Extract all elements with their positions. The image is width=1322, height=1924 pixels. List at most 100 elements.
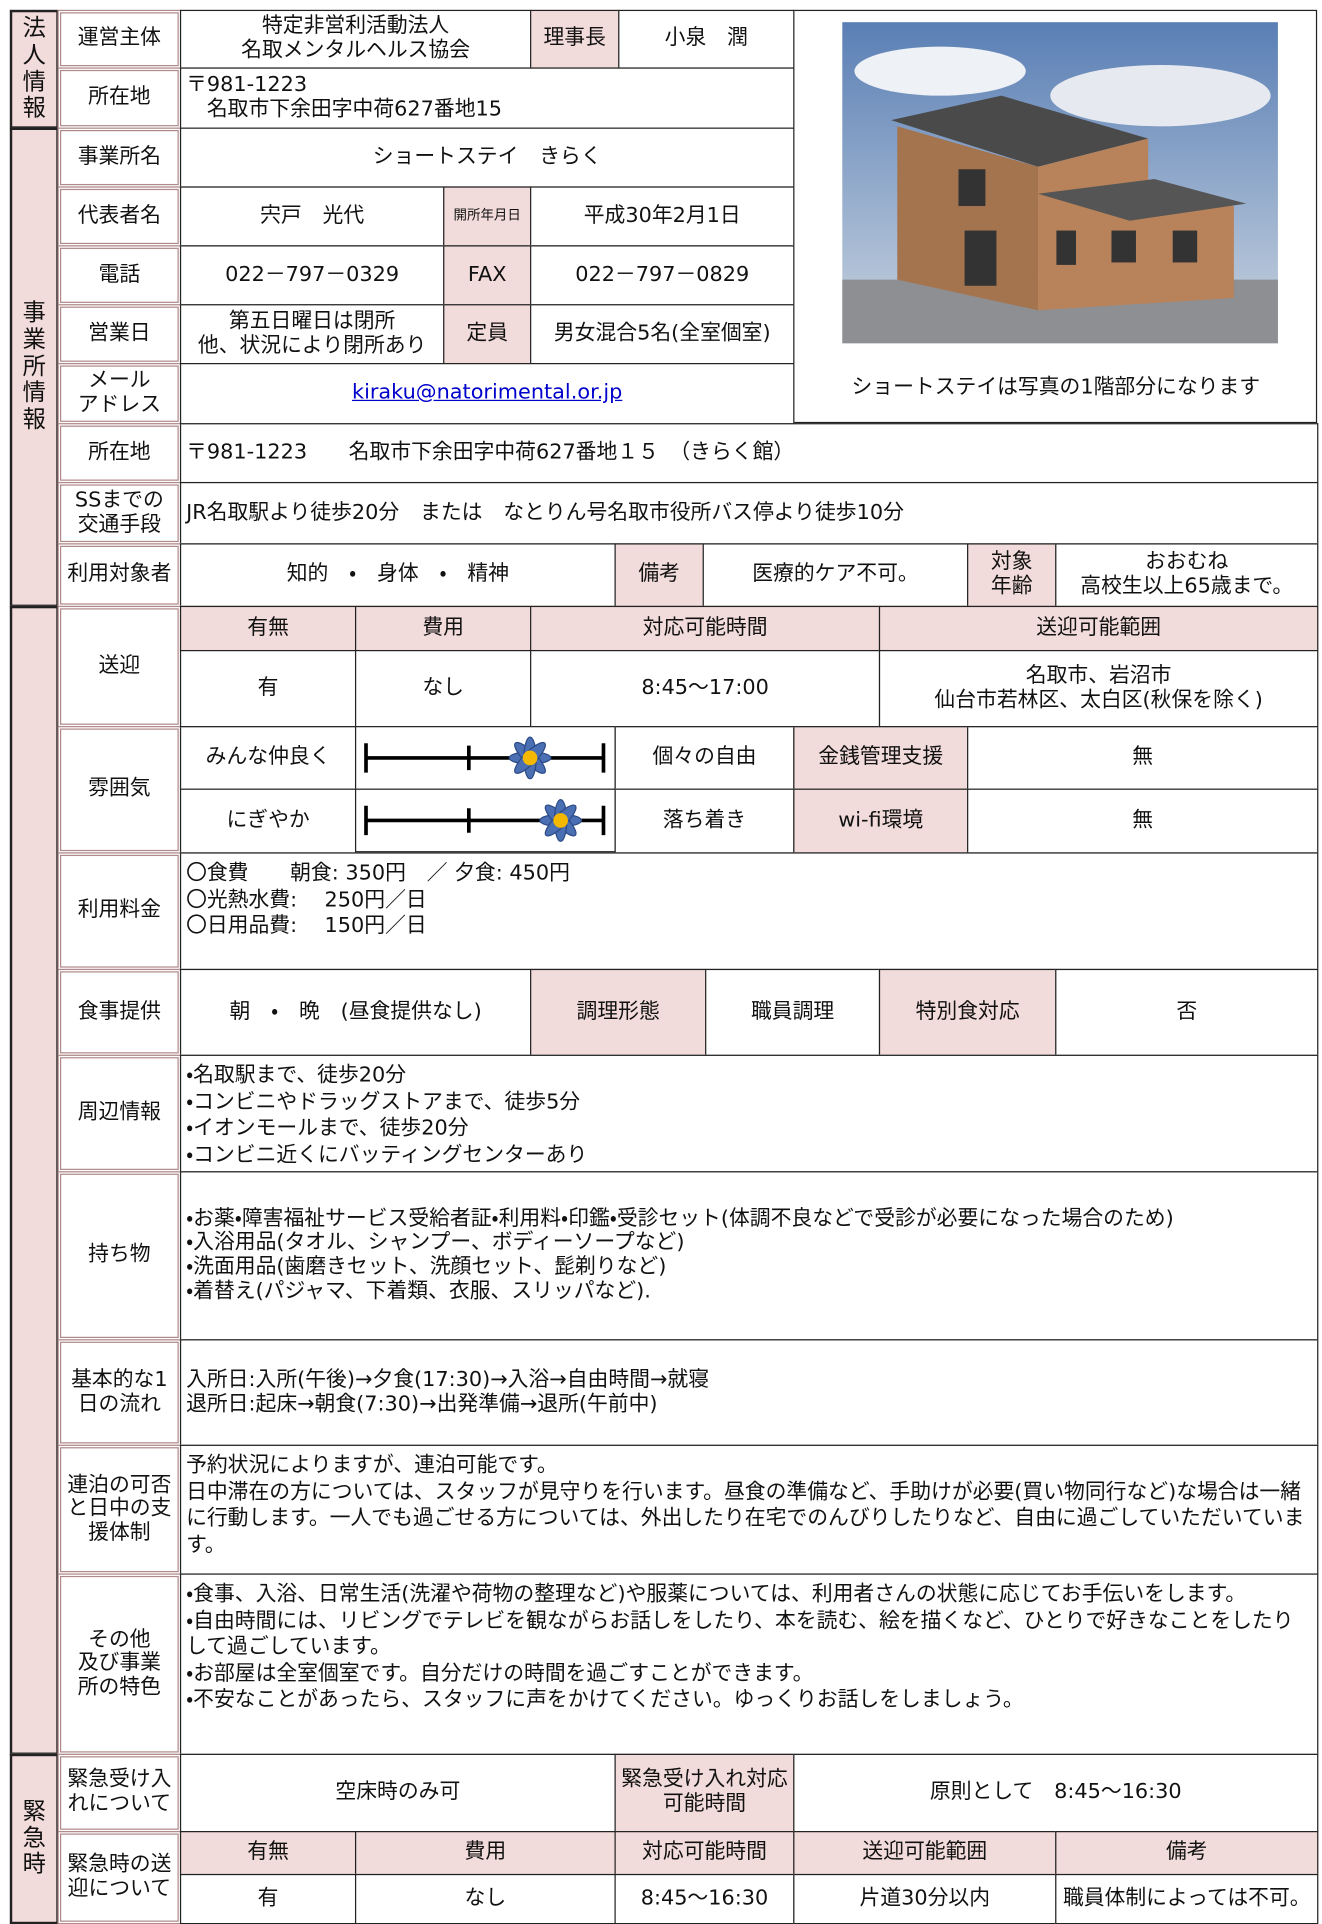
value: おおむね 高校生以上65歳まで。 xyxy=(1055,543,1319,608)
section-label: 緊急時 xyxy=(9,1753,59,1924)
window xyxy=(1056,230,1076,265)
label: 所在地 xyxy=(57,67,182,129)
value: 8:45～17:00 xyxy=(530,649,881,728)
flower-center xyxy=(522,750,538,766)
value: 職員調理 xyxy=(705,968,881,1056)
value: みんな仲良く xyxy=(179,726,357,790)
label: メール アドレス xyxy=(57,363,182,425)
section-label: 法人情報 xyxy=(9,9,59,129)
value: 原則として 8:45～16:30 xyxy=(793,1753,1319,1833)
cloud xyxy=(1050,64,1271,127)
value: なし xyxy=(354,649,532,728)
photo-caption: ショートステイは写真の1階部分になります xyxy=(851,375,1261,401)
value: 有 xyxy=(179,649,357,728)
value: 第五日曜日は閉所 他、状況により閉所あり xyxy=(179,304,445,365)
label: 緊急受け入れについて xyxy=(57,1753,182,1833)
scale xyxy=(364,736,606,780)
label: 金銭管理支援 xyxy=(793,726,969,790)
scale xyxy=(364,798,606,842)
cloud xyxy=(854,46,1026,96)
value: ショートステイ きらく xyxy=(179,127,795,188)
column-header: 費用 xyxy=(354,605,532,652)
label: 運営主体 xyxy=(57,9,182,69)
label: wi-fi環境 xyxy=(793,788,969,854)
window xyxy=(964,230,997,286)
label: 特別食対応 xyxy=(878,968,1057,1056)
roof xyxy=(1038,179,1247,221)
label: FAX xyxy=(443,245,532,306)
label: 連泊の可否と日中の支援体制 xyxy=(57,1444,182,1575)
value: 〒981-1223 名取市下余田字中荷627番地15 xyxy=(179,67,795,129)
label: 雰囲気 xyxy=(57,726,182,854)
label: 基本的な1日の流れ xyxy=(57,1339,182,1446)
photo xyxy=(842,22,1278,344)
value: 否 xyxy=(1055,968,1319,1056)
label: 開所年月日 xyxy=(443,186,532,247)
column-header: 費用 xyxy=(354,1831,616,1876)
value: 無 xyxy=(967,788,1319,854)
value: 022－797－0329 xyxy=(179,245,445,306)
label: 代表者名 xyxy=(57,186,182,247)
email-link[interactable]: kiraku@natorimental.or.jp xyxy=(352,380,623,405)
label: 周辺情報 xyxy=(57,1054,182,1173)
value: 入所日:入所(午後)→夕食(17:30)→入浴→自由時間→就寝 退所日:起床→朝… xyxy=(179,1339,1319,1446)
value: にぎやか xyxy=(179,788,357,854)
value: 個々の自由 xyxy=(614,726,795,790)
value: 〇食費 朝食: 350円 ／ 夕食: 450円 〇光熱水費: 250円／日 〇日… xyxy=(179,852,1319,971)
flower xyxy=(508,736,552,780)
label: 備考 xyxy=(614,543,704,608)
value: ・お薬・障害福祉サービス受給者証・利用料・印鑑・受診セット(体調不良などで受診が… xyxy=(179,1171,1319,1341)
label: 持ち物 xyxy=(57,1171,182,1341)
label: 調理形態 xyxy=(530,968,707,1056)
column-header: 送迎可能範囲 xyxy=(793,1831,1057,1876)
column-header: 有無 xyxy=(179,605,357,652)
window xyxy=(1111,230,1136,263)
value: 特定非営利活動法人 名取メンタルヘルス協会 xyxy=(179,9,532,69)
value: 有 xyxy=(179,1873,357,1924)
column-header: 送迎可能範囲 xyxy=(878,605,1319,652)
value: 片道30分以内 xyxy=(793,1873,1057,1924)
value: 小泉 潤 xyxy=(618,9,795,69)
wall xyxy=(897,126,1039,311)
value: kiraku@natorimental.or.jp xyxy=(179,363,795,425)
label: 緊急受け入れ対応可能時間 xyxy=(614,1753,795,1833)
label: 利用対象者 xyxy=(57,543,182,608)
window xyxy=(1172,230,1198,263)
value: ・食事、入浴、日常生活(洗濯や荷物の整理など)や服薬については、利用者さんの状態… xyxy=(179,1573,1319,1755)
value: 平成30年2月1日 xyxy=(530,186,795,247)
rating-scale xyxy=(354,726,616,790)
flower xyxy=(539,798,583,842)
value: 職員体制によっては不可。 xyxy=(1055,1873,1319,1924)
label: 利用料金 xyxy=(57,852,182,971)
label: SSまでの 交通手段 xyxy=(57,481,182,545)
label: その他 及び事業 所の特色 xyxy=(57,1573,182,1755)
value: 朝 ・ 晩 (昼食提供なし) xyxy=(179,968,532,1056)
wall xyxy=(1038,138,1234,311)
label: 緊急時の送迎について xyxy=(57,1831,182,1924)
section-label: 事業所情報 xyxy=(9,127,59,608)
flower-center xyxy=(553,813,568,828)
label: 対象 年齢 xyxy=(967,543,1057,608)
rating-scale xyxy=(354,788,616,853)
label: 送迎 xyxy=(57,605,182,728)
value: 名取市、岩沼市 仙台市若林区、太白区(秋保を除く) xyxy=(878,649,1319,728)
value: 空床時のみ可 xyxy=(179,1753,616,1833)
label: 所在地 xyxy=(57,423,182,484)
label: 定員 xyxy=(443,304,532,365)
window xyxy=(958,169,986,207)
value: 男女混合5名(全室個室) xyxy=(530,304,795,365)
column-header: 対応可能時間 xyxy=(530,605,881,652)
label: 食事提供 xyxy=(57,968,182,1056)
value: 宍戸 光代 xyxy=(179,186,445,247)
label: 電話 xyxy=(57,245,182,306)
section-label xyxy=(9,605,59,1755)
label: 事業所名 xyxy=(57,127,182,188)
value: 落ち着き xyxy=(614,788,795,854)
roof xyxy=(891,95,1149,167)
value: ・名取駅まで、徒歩20分 ・コンビニやドラッグストアまで、徒歩5分 ・イオンモー… xyxy=(179,1054,1319,1173)
value: 022－797－0829 xyxy=(530,245,795,306)
value: 医療的ケア不可。 xyxy=(702,543,969,608)
value: 〒981-1223 名取市下余田字中荷627番地１５ （きらく館） xyxy=(179,423,1319,484)
